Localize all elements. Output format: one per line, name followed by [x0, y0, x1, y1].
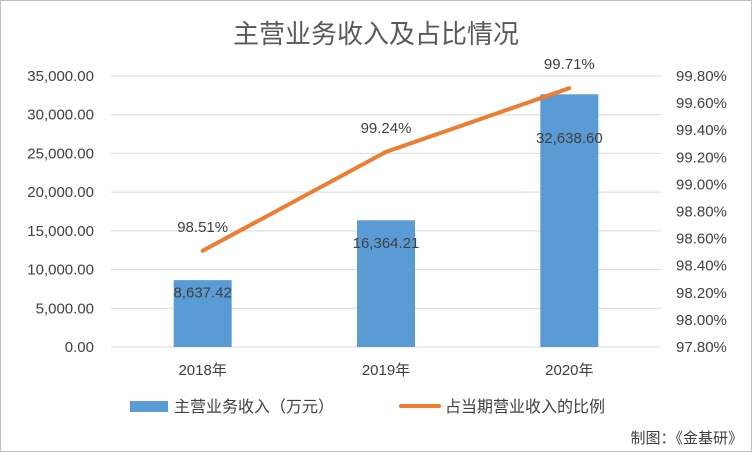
left-tick-label: 0.00 [65, 339, 94, 356]
right-tick-label: 98.00% [676, 312, 727, 329]
right-tick-label: 97.80% [676, 339, 727, 356]
line-data-label: 99.24% [361, 120, 412, 137]
x-axis-ticks: 2018年 2019年 2020年 [178, 362, 593, 379]
bar [173, 280, 232, 347]
bar [357, 220, 415, 347]
bar-series [173, 94, 599, 347]
line-data-label: 99.71% [544, 56, 595, 73]
series-line [200, 86, 572, 253]
legend-label-bar: 主营业务收入（万元） [174, 398, 334, 416]
x-tick-label: 2019年 [362, 362, 410, 379]
right-tick-label: 99.80% [676, 68, 727, 85]
right-tick-label: 98.20% [676, 285, 727, 302]
right-tick-label: 99.20% [676, 149, 727, 166]
line-series [200, 86, 572, 253]
line-data-label: 98.51% [177, 219, 228, 236]
left-axis-ticks: 0.00 5,000.00 10,000.00 15,000.00 20,000.00 2… [27, 68, 94, 356]
legend: 主营业务收入（万元） 占当期营业收入的比例 [130, 398, 605, 416]
bar [540, 94, 599, 347]
legend-label-line: 占当期营业收入的比例 [445, 398, 605, 416]
right-axis-ticks: 97.80% 98.00% 98.20% 98.40% 98.60% 98.80% 99.0… [676, 68, 727, 356]
right-tick-label: 98.80% [676, 204, 727, 221]
x-tick-label: 2020年 [545, 362, 593, 379]
credit-text: 制图：《金基研》 [630, 430, 743, 447]
data-labels: 8,637.42 16,364.21 32,638.60 98.51% 99.24% 99… [173, 56, 602, 301]
left-tick-label: 20,000.00 [27, 184, 94, 201]
right-tick-label: 98.60% [676, 231, 727, 248]
bar-data-label: 16,364.21 [353, 235, 420, 252]
bar-data-label: 32,638.60 [536, 130, 603, 147]
legend-swatch-bar [130, 401, 168, 412]
x-tick-label: 2018年 [178, 362, 226, 379]
chart-title: 主营业务收入及占比情况 [233, 19, 519, 49]
right-tick-label: 98.40% [676, 258, 727, 275]
right-tick-label: 99.60% [676, 95, 727, 112]
left-tick-label: 10,000.00 [27, 262, 94, 279]
left-tick-label: 15,000.00 [27, 223, 94, 240]
right-tick-label: 99.40% [676, 122, 727, 139]
left-tick-label: 30,000.00 [27, 107, 94, 124]
bar-data-label: 8,637.42 [173, 284, 231, 301]
left-tick-label: 5,000.00 [36, 300, 94, 317]
right-tick-label: 99.00% [676, 176, 727, 193]
left-tick-label: 25,000.00 [27, 145, 94, 162]
left-tick-label: 35,000.00 [27, 68, 94, 85]
